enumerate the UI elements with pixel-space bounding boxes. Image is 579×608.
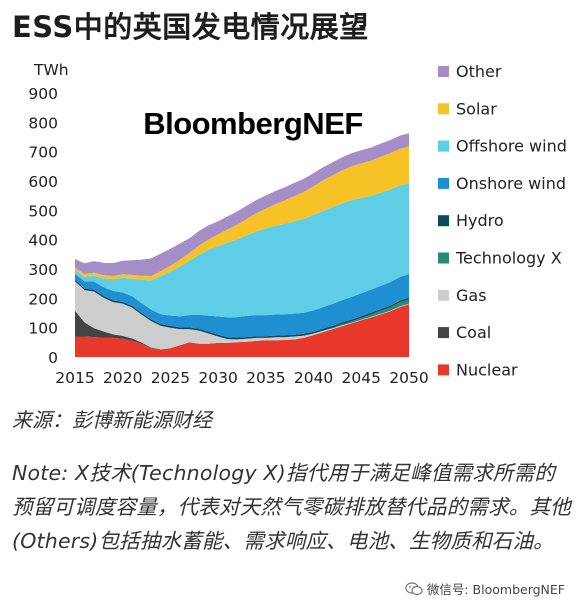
- bloombergnef-logo: BloombergNEF: [143, 106, 363, 141]
- y-tick-label: 200: [28, 290, 58, 308]
- y-tick-label: 900: [28, 85, 58, 103]
- legend-swatch: [438, 177, 449, 189]
- legend-label: Gas: [456, 286, 487, 305]
- legend-swatch: [438, 252, 449, 264]
- legend-swatch: [438, 364, 449, 376]
- y-tick-label: 0: [48, 349, 58, 367]
- legend-label: Nuclear: [456, 360, 518, 379]
- legend-swatch: [438, 289, 449, 301]
- legend-label: Coal: [456, 323, 491, 342]
- y-tick-label: 400: [28, 232, 58, 250]
- legend-swatch: [438, 327, 449, 339]
- area-gas: [75, 281, 409, 350]
- note-text: Note: X技术(Technology X)指代用于满足峰值需求所需的预留可调…: [12, 461, 571, 553]
- x-tick-label: 2030: [198, 369, 237, 387]
- y-tick-label: 300: [28, 261, 58, 279]
- legend-label: Hydro: [456, 211, 504, 230]
- x-tick-label: 2025: [151, 369, 190, 387]
- legend-swatch: [438, 103, 449, 115]
- wechat-watermark: 微信号: BloombergNEF: [404, 579, 565, 598]
- wechat-icon: [405, 581, 423, 595]
- legend-label: Onshore wind: [456, 174, 566, 193]
- source-text: 来源：彭博新能源财经: [12, 408, 212, 432]
- area-offshore-wind: [75, 183, 409, 318]
- x-tick-label: 2040: [294, 369, 333, 387]
- area-solar: [75, 146, 409, 281]
- legend-label: Solar: [456, 99, 497, 118]
- y-tick-label: 600: [28, 173, 58, 191]
- legend-label: Offshore wind: [456, 137, 567, 156]
- y-axis-label: TWh: [33, 61, 69, 79]
- page-title: ESS中的英国发电情况展望: [12, 10, 369, 44]
- legend-label: Technology X: [455, 249, 562, 268]
- stacked-area-chart: 0 100 200 300 400 500 600 700 800 900 TWh 2015 2020 2…: [28, 61, 567, 387]
- x-tick-label: 2050: [389, 369, 428, 387]
- x-tick-label: 2020: [103, 369, 142, 387]
- area-onshore-wind: [75, 273, 409, 338]
- x-tick-label: 2035: [246, 369, 285, 387]
- area-other: [75, 133, 409, 276]
- y-tick-label: 700: [28, 144, 58, 162]
- y-tick-label: 100: [28, 320, 58, 338]
- x-tick-label: 2045: [342, 369, 381, 387]
- y-tick-label: 800: [28, 114, 58, 132]
- legend-swatch: [438, 140, 449, 152]
- legend-label: Other: [456, 62, 502, 81]
- y-tick-label: 500: [28, 202, 58, 220]
- x-tick-label: 2015: [55, 369, 94, 387]
- legend-swatch: [438, 66, 449, 77]
- area-nuclear: [75, 304, 409, 357]
- legend-swatch: [438, 215, 449, 227]
- area-hydro: [75, 279, 409, 340]
- wechat-id: 微信号: BloombergNEF: [426, 582, 565, 597]
